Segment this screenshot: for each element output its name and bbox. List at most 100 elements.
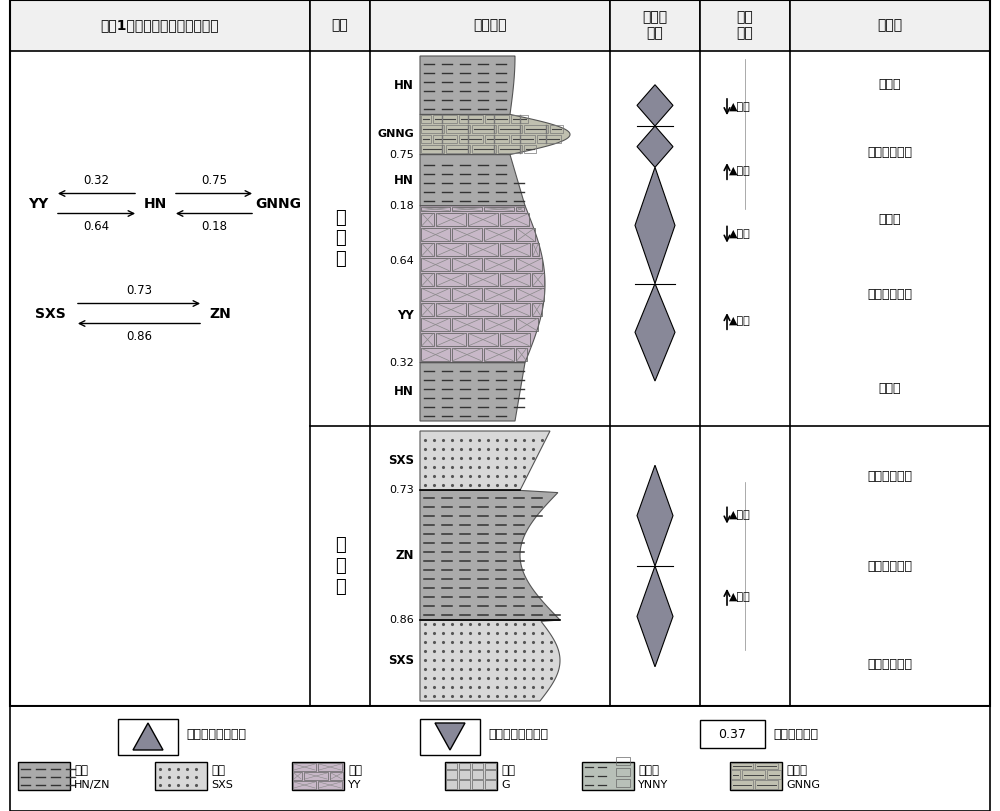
- Text: 基准面
变化: 基准面 变化: [642, 11, 668, 41]
- Bar: [524, 125, 548, 133]
- Text: 沉积相: 沉积相: [877, 19, 903, 32]
- Bar: [511, 135, 535, 143]
- Bar: [472, 770, 483, 779]
- Bar: [370, 0, 610, 51]
- Polygon shape: [133, 723, 163, 750]
- Text: 0.86: 0.86: [126, 331, 152, 344]
- Text: YY: YY: [397, 309, 414, 322]
- Bar: [155, 762, 207, 790]
- Bar: [472, 779, 483, 788]
- Bar: [421, 348, 450, 361]
- Bar: [446, 144, 470, 153]
- Bar: [421, 303, 434, 316]
- Text: 盐度
变化: 盐度 变化: [737, 11, 753, 41]
- Bar: [500, 303, 530, 316]
- Text: 基准面上升半旋回: 基准面上升半旋回: [186, 728, 246, 741]
- Polygon shape: [420, 620, 560, 701]
- Bar: [421, 288, 450, 301]
- Text: ZN: ZN: [209, 307, 231, 320]
- Bar: [500, 272, 530, 286]
- Bar: [446, 125, 470, 133]
- Bar: [731, 770, 740, 779]
- Text: 0.64: 0.64: [389, 255, 414, 265]
- Bar: [436, 242, 466, 256]
- Text: ▲降低: ▲降低: [729, 102, 751, 112]
- Bar: [532, 272, 544, 286]
- Bar: [421, 228, 450, 241]
- Bar: [459, 762, 470, 769]
- Bar: [18, 762, 70, 790]
- Bar: [452, 228, 482, 241]
- Text: HN/ZN: HN/ZN: [74, 780, 110, 790]
- Bar: [767, 770, 781, 779]
- Polygon shape: [420, 155, 525, 206]
- Bar: [10, 706, 990, 811]
- Text: 盐泥岩: 盐泥岩: [638, 765, 659, 778]
- Text: 种类: 种类: [332, 19, 348, 32]
- Bar: [700, 720, 765, 748]
- Bar: [421, 333, 434, 346]
- Bar: [318, 762, 342, 770]
- Text: SXS: SXS: [388, 654, 414, 667]
- Polygon shape: [637, 126, 673, 167]
- Text: 0.73: 0.73: [126, 284, 152, 297]
- Polygon shape: [637, 566, 673, 667]
- Bar: [436, 333, 466, 346]
- Text: ZN: ZN: [396, 549, 414, 562]
- Polygon shape: [435, 723, 465, 750]
- Polygon shape: [420, 431, 550, 491]
- Polygon shape: [420, 56, 515, 114]
- Text: 岩相转移概率: 岩相转移概率: [773, 727, 818, 740]
- Text: 浅水盐泥沉积: 浅水盐泥沉积: [868, 288, 912, 301]
- Polygon shape: [420, 114, 570, 155]
- Text: YY: YY: [28, 196, 48, 211]
- Bar: [485, 779, 496, 788]
- Bar: [330, 771, 343, 779]
- Text: SXS: SXS: [388, 454, 414, 467]
- Bar: [436, 303, 466, 316]
- Text: GNNG: GNNG: [377, 130, 414, 139]
- Text: ▲降低: ▲降低: [729, 510, 751, 521]
- Bar: [484, 258, 514, 271]
- Bar: [459, 115, 483, 123]
- Bar: [485, 762, 496, 769]
- Bar: [446, 779, 457, 788]
- Bar: [468, 212, 498, 226]
- Bar: [516, 228, 535, 241]
- Bar: [10, 0, 990, 706]
- Bar: [484, 207, 514, 211]
- Bar: [421, 318, 450, 331]
- Text: 第
二
种: 第 二 种: [335, 536, 345, 596]
- Bar: [610, 0, 700, 51]
- Bar: [472, 144, 496, 153]
- Text: 0.73: 0.73: [389, 486, 414, 496]
- Text: 基准面下降半旋回: 基准面下降半旋回: [488, 728, 548, 741]
- Bar: [484, 228, 514, 241]
- Bar: [452, 348, 482, 361]
- Bar: [537, 135, 561, 143]
- Bar: [484, 318, 514, 331]
- Text: 0.32: 0.32: [389, 358, 414, 367]
- Bar: [459, 135, 483, 143]
- Text: 漫湖砂滩沉积: 漫湖砂滩沉积: [868, 658, 912, 671]
- Text: 郝科1井沉积序列岩相转换关系: 郝科1井沉积序列岩相转换关系: [101, 19, 219, 32]
- Bar: [421, 144, 444, 153]
- Bar: [421, 125, 444, 133]
- Text: 盐岩: 盐岩: [348, 765, 362, 778]
- Bar: [484, 348, 514, 361]
- Bar: [452, 258, 482, 271]
- Bar: [310, 0, 370, 51]
- Polygon shape: [420, 491, 560, 620]
- Bar: [516, 207, 524, 211]
- Text: YY: YY: [348, 780, 362, 790]
- Bar: [318, 780, 342, 788]
- Bar: [616, 757, 630, 765]
- Bar: [472, 125, 496, 133]
- Bar: [742, 770, 765, 779]
- Polygon shape: [420, 363, 525, 421]
- Bar: [452, 288, 482, 301]
- Text: G: G: [501, 780, 510, 790]
- Text: 膏泥岩: 膏泥岩: [786, 765, 807, 778]
- Text: 砂岩: 砂岩: [211, 765, 225, 778]
- Text: 0.18: 0.18: [201, 221, 227, 234]
